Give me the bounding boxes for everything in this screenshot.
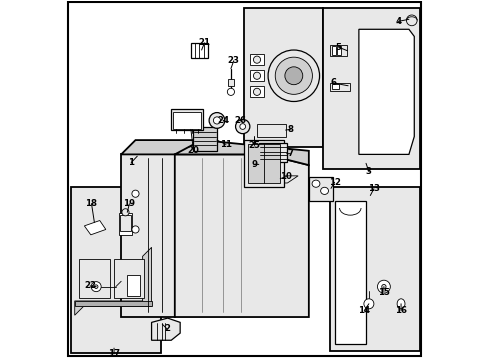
- Polygon shape: [174, 140, 308, 165]
- Polygon shape: [358, 29, 413, 154]
- Circle shape: [235, 120, 249, 134]
- Circle shape: [406, 15, 416, 26]
- FancyBboxPatch shape: [249, 71, 264, 81]
- Circle shape: [122, 209, 129, 216]
- FancyBboxPatch shape: [331, 46, 335, 55]
- Circle shape: [253, 72, 260, 79]
- FancyBboxPatch shape: [173, 112, 201, 129]
- Text: 8: 8: [286, 125, 293, 134]
- FancyBboxPatch shape: [308, 176, 332, 201]
- Text: 26: 26: [234, 116, 245, 125]
- FancyBboxPatch shape: [120, 215, 131, 231]
- Text: 22: 22: [84, 282, 96, 291]
- Circle shape: [132, 226, 139, 233]
- Text: 24: 24: [217, 116, 229, 125]
- Ellipse shape: [311, 180, 319, 187]
- Circle shape: [253, 88, 260, 95]
- Text: 18: 18: [85, 199, 97, 208]
- Circle shape: [91, 282, 101, 292]
- FancyBboxPatch shape: [79, 260, 109, 298]
- Text: 25: 25: [248, 141, 260, 150]
- FancyBboxPatch shape: [247, 144, 280, 183]
- FancyBboxPatch shape: [192, 126, 217, 151]
- Polygon shape: [75, 301, 151, 306]
- Text: 11: 11: [220, 140, 231, 149]
- FancyBboxPatch shape: [249, 54, 264, 65]
- Text: 20: 20: [187, 145, 199, 154]
- Text: 23: 23: [227, 56, 239, 65]
- Circle shape: [253, 56, 260, 63]
- Text: 2: 2: [163, 324, 170, 333]
- Text: 4: 4: [394, 17, 401, 26]
- Polygon shape: [84, 221, 105, 235]
- Text: 3: 3: [365, 167, 371, 176]
- Text: 17: 17: [108, 349, 120, 358]
- FancyBboxPatch shape: [249, 86, 264, 97]
- Text: 12: 12: [328, 178, 340, 187]
- Circle shape: [94, 285, 98, 288]
- Polygon shape: [121, 154, 174, 317]
- Polygon shape: [75, 247, 151, 315]
- Text: 5: 5: [335, 43, 341, 52]
- Circle shape: [267, 50, 319, 102]
- FancyBboxPatch shape: [329, 83, 349, 91]
- Polygon shape: [334, 201, 366, 344]
- FancyBboxPatch shape: [244, 8, 323, 147]
- FancyBboxPatch shape: [329, 45, 347, 56]
- Circle shape: [381, 284, 385, 289]
- Circle shape: [363, 299, 373, 309]
- Circle shape: [213, 117, 220, 124]
- Text: 16: 16: [394, 306, 406, 315]
- FancyBboxPatch shape: [171, 109, 202, 130]
- Text: 13: 13: [367, 184, 379, 193]
- Text: 6: 6: [329, 78, 335, 87]
- FancyBboxPatch shape: [329, 186, 419, 351]
- Circle shape: [227, 88, 234, 95]
- Ellipse shape: [396, 299, 404, 309]
- FancyBboxPatch shape: [119, 213, 132, 235]
- Text: 10: 10: [280, 172, 292, 181]
- Text: 14: 14: [357, 306, 369, 315]
- FancyBboxPatch shape: [257, 123, 285, 137]
- Text: 7: 7: [286, 149, 293, 158]
- FancyBboxPatch shape: [323, 8, 419, 169]
- Polygon shape: [151, 318, 180, 340]
- Ellipse shape: [320, 187, 328, 194]
- Circle shape: [285, 67, 302, 85]
- FancyBboxPatch shape: [126, 275, 140, 296]
- FancyBboxPatch shape: [190, 43, 207, 58]
- Text: 19: 19: [123, 199, 135, 208]
- FancyBboxPatch shape: [258, 143, 287, 162]
- Polygon shape: [121, 140, 201, 154]
- Circle shape: [239, 123, 245, 129]
- Polygon shape: [264, 176, 298, 183]
- Text: 21: 21: [198, 39, 210, 48]
- Circle shape: [132, 190, 139, 197]
- Circle shape: [209, 113, 224, 128]
- Text: 9: 9: [251, 160, 257, 169]
- FancyBboxPatch shape: [71, 186, 160, 353]
- FancyBboxPatch shape: [114, 260, 144, 298]
- FancyBboxPatch shape: [336, 46, 340, 55]
- FancyBboxPatch shape: [244, 140, 283, 186]
- Text: 1: 1: [128, 158, 134, 167]
- FancyBboxPatch shape: [331, 84, 338, 89]
- Circle shape: [377, 280, 389, 293]
- Text: 15: 15: [377, 288, 389, 297]
- FancyBboxPatch shape: [228, 79, 233, 86]
- Polygon shape: [174, 154, 308, 317]
- Circle shape: [275, 57, 312, 94]
